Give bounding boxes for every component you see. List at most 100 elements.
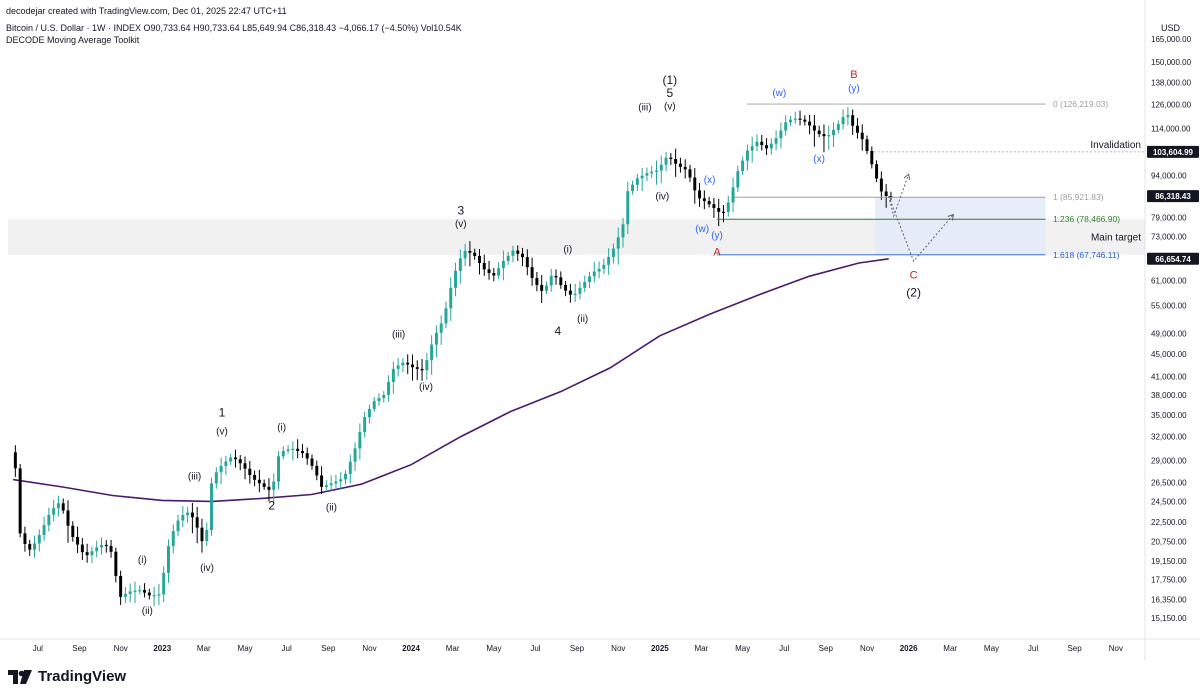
price-tick-label: 126,000.00 xyxy=(1151,100,1192,109)
wave-label: (iii) xyxy=(638,102,651,113)
candle-body xyxy=(812,125,816,131)
candle-body xyxy=(889,195,893,198)
candle-body xyxy=(281,450,285,457)
candle-body xyxy=(85,552,89,556)
price-chart[interactable]: Invalidation Main target 0 (126,219.03) 1 … xyxy=(0,0,1200,660)
price-tick-label: 45,000.00 xyxy=(1151,350,1187,359)
candle xyxy=(128,583,132,603)
candle xyxy=(736,165,740,193)
candle xyxy=(875,160,879,183)
candle-body xyxy=(310,458,314,466)
moving-average-line xyxy=(12,258,889,503)
candle-body xyxy=(76,536,80,545)
candle-body xyxy=(846,115,850,118)
candle xyxy=(530,257,534,286)
candle xyxy=(540,275,544,303)
candle-body xyxy=(248,468,252,476)
candle xyxy=(166,539,170,583)
candle xyxy=(597,261,601,279)
candle xyxy=(468,241,472,267)
candle xyxy=(13,445,17,477)
candle xyxy=(238,454,242,471)
tradingview-logo[interactable]: TradingView xyxy=(8,668,126,685)
candle-body xyxy=(166,546,170,573)
candle xyxy=(788,115,792,127)
candle xyxy=(784,115,788,136)
candle xyxy=(655,160,658,185)
candle xyxy=(420,359,424,381)
candle xyxy=(549,268,553,292)
candle-body xyxy=(233,457,237,460)
wave-label: (iv) xyxy=(200,563,214,574)
candle xyxy=(535,272,539,292)
candle-body xyxy=(607,257,611,265)
candle-body xyxy=(348,461,352,474)
candle-body xyxy=(123,594,127,597)
candle-body xyxy=(454,270,458,288)
candle xyxy=(61,498,65,514)
candle-body xyxy=(100,544,103,548)
candle xyxy=(559,271,563,289)
candle xyxy=(104,540,108,553)
wave-label: 5 xyxy=(666,86,673,100)
candle xyxy=(257,469,261,493)
candle-body xyxy=(171,531,175,547)
candle xyxy=(71,521,75,542)
candle-body xyxy=(554,275,558,278)
price-tag-label: 103,604.99 xyxy=(1153,148,1194,157)
fib-label-2: 1.236 (78,466.90) xyxy=(1053,214,1120,224)
candle xyxy=(827,125,831,150)
price-tick-label: 138,000.00 xyxy=(1151,78,1192,87)
candle-body xyxy=(540,284,544,291)
candle-body xyxy=(229,457,233,462)
candle xyxy=(659,155,663,184)
candle-body xyxy=(497,268,501,276)
candle xyxy=(310,454,314,470)
candle-body xyxy=(736,171,740,188)
candle-body xyxy=(745,150,749,161)
candle-body xyxy=(382,394,386,399)
candle-body xyxy=(176,520,180,532)
candle xyxy=(171,524,175,554)
candle-body xyxy=(157,594,161,596)
candle-body xyxy=(439,323,443,333)
candle xyxy=(434,325,438,357)
candle xyxy=(119,570,123,605)
candle xyxy=(712,197,716,218)
candle xyxy=(114,547,118,583)
time-tick-label: May xyxy=(238,644,253,653)
candle xyxy=(626,181,630,235)
candle xyxy=(200,518,204,553)
candle xyxy=(707,196,711,208)
candle xyxy=(822,124,826,153)
candle-body xyxy=(482,262,486,270)
time-tick-label: 2026 xyxy=(900,644,918,653)
candle xyxy=(870,146,874,169)
candle-body xyxy=(320,475,324,487)
candle xyxy=(741,156,745,176)
candle-body xyxy=(152,595,156,597)
candle-body xyxy=(272,481,276,490)
candle xyxy=(674,148,678,177)
candle-body xyxy=(832,129,836,136)
candle xyxy=(808,114,812,135)
candle-body xyxy=(214,472,218,484)
price-tick-label: 17,750.00 xyxy=(1151,575,1187,584)
candle-body xyxy=(477,255,481,263)
candle xyxy=(210,477,214,536)
candle-body xyxy=(315,465,319,476)
candle xyxy=(449,277,453,321)
candle-body xyxy=(750,146,754,151)
candle xyxy=(516,245,520,261)
candle xyxy=(181,506,185,528)
candle xyxy=(18,463,22,538)
candle xyxy=(300,443,304,458)
candle xyxy=(415,360,419,381)
candle xyxy=(492,268,496,282)
candle xyxy=(726,195,730,217)
candle xyxy=(635,173,639,191)
projection-arrow-0 xyxy=(903,173,911,181)
candle-body xyxy=(296,448,300,451)
fib-label-3: 1.618 (67,746.11) xyxy=(1053,250,1120,260)
candle-body xyxy=(741,160,745,172)
